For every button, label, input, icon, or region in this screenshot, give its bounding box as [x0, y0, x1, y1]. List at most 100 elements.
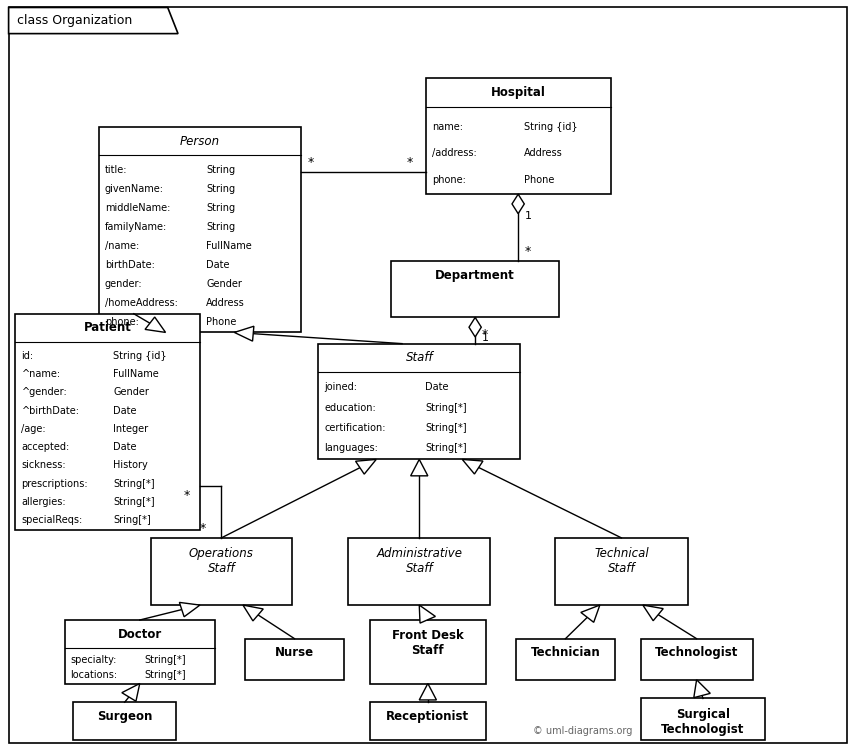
Text: FullName: FullName: [206, 241, 252, 251]
FancyBboxPatch shape: [245, 639, 344, 680]
Text: Surgeon: Surgeon: [97, 710, 152, 723]
Polygon shape: [9, 7, 178, 34]
Text: *: *: [525, 246, 531, 258]
Text: name:: name:: [432, 122, 463, 131]
FancyBboxPatch shape: [370, 620, 486, 684]
Text: ^name:: ^name:: [22, 369, 60, 379]
Text: Technical
Staff: Technical Staff: [594, 547, 648, 575]
Text: birthDate:: birthDate:: [105, 260, 155, 270]
Polygon shape: [463, 459, 483, 474]
Text: sickness:: sickness:: [22, 460, 66, 471]
Text: certification:: certification:: [324, 423, 386, 433]
Text: Nurse: Nurse: [275, 646, 314, 660]
FancyBboxPatch shape: [391, 261, 559, 317]
FancyBboxPatch shape: [150, 538, 292, 605]
Text: accepted:: accepted:: [22, 442, 70, 452]
Text: id:: id:: [22, 351, 34, 361]
Text: Gender: Gender: [206, 279, 242, 289]
Text: ^gender:: ^gender:: [22, 388, 67, 397]
Text: String: String: [206, 164, 235, 175]
Text: gender:: gender:: [105, 279, 143, 289]
Text: Front Desk
Staff: Front Desk Staff: [392, 629, 464, 657]
Text: *: *: [308, 156, 314, 169]
Text: String: String: [206, 222, 235, 232]
Text: specialty:: specialty:: [71, 655, 117, 665]
Text: /address:: /address:: [432, 148, 476, 158]
Text: String: String: [206, 202, 235, 213]
Text: Gender: Gender: [114, 388, 150, 397]
FancyBboxPatch shape: [641, 639, 752, 680]
Text: givenName:: givenName:: [105, 184, 164, 193]
Text: phone:: phone:: [432, 175, 465, 185]
Text: Integer: Integer: [114, 424, 149, 434]
Polygon shape: [469, 317, 482, 337]
FancyBboxPatch shape: [516, 639, 615, 680]
Text: joined:: joined:: [324, 382, 357, 392]
Text: Department: Department: [435, 269, 515, 282]
Text: Sring[*]: Sring[*]: [114, 515, 151, 525]
Polygon shape: [234, 326, 254, 341]
Text: specialReqs:: specialReqs:: [22, 515, 83, 525]
FancyBboxPatch shape: [555, 538, 688, 605]
Polygon shape: [643, 605, 663, 621]
Text: middleName:: middleName:: [105, 202, 170, 213]
Text: Phone: Phone: [524, 175, 554, 185]
Polygon shape: [122, 684, 139, 701]
Text: Surgical
Technologist: Surgical Technologist: [661, 707, 745, 736]
Text: Doctor: Doctor: [118, 627, 162, 641]
Text: 1: 1: [525, 211, 532, 221]
Text: *: *: [183, 489, 189, 502]
Text: String[*]: String[*]: [426, 443, 467, 453]
FancyBboxPatch shape: [73, 702, 176, 740]
Text: /age:: /age:: [22, 424, 46, 434]
FancyBboxPatch shape: [99, 127, 301, 332]
Text: Date: Date: [426, 382, 449, 392]
Polygon shape: [145, 317, 165, 332]
Text: Hospital: Hospital: [491, 86, 545, 99]
Polygon shape: [243, 605, 263, 621]
Text: Staff: Staff: [405, 351, 433, 365]
Text: /name:: /name:: [105, 241, 139, 251]
FancyBboxPatch shape: [370, 702, 486, 740]
Text: ^birthDate:: ^birthDate:: [22, 406, 79, 415]
Text: Technologist: Technologist: [655, 646, 738, 660]
FancyBboxPatch shape: [641, 698, 765, 740]
Polygon shape: [411, 459, 428, 476]
Polygon shape: [420, 684, 436, 700]
Text: String[*]: String[*]: [426, 423, 467, 433]
Polygon shape: [180, 602, 200, 617]
Text: Date: Date: [206, 260, 230, 270]
Text: String[*]: String[*]: [426, 403, 467, 412]
Text: class Organization: class Organization: [17, 14, 132, 27]
Text: String[*]: String[*]: [144, 670, 186, 680]
Text: © uml-diagrams.org: © uml-diagrams.org: [533, 725, 633, 736]
Text: /homeAddress:: /homeAddress:: [105, 298, 178, 308]
Text: allergies:: allergies:: [22, 497, 66, 507]
Text: FullName: FullName: [114, 369, 159, 379]
Text: String[*]: String[*]: [144, 655, 186, 665]
Text: Date: Date: [114, 406, 137, 415]
Text: History: History: [114, 460, 148, 471]
Polygon shape: [355, 459, 377, 474]
Text: Address: Address: [206, 298, 245, 308]
FancyBboxPatch shape: [15, 314, 200, 530]
Text: phone:: phone:: [105, 317, 138, 327]
Text: Address: Address: [524, 148, 562, 158]
Text: String {id}: String {id}: [114, 351, 167, 361]
Text: Patient: Patient: [84, 321, 132, 335]
Text: Technician: Technician: [531, 646, 600, 660]
Text: Phone: Phone: [206, 317, 237, 327]
Text: title:: title:: [105, 164, 127, 175]
Text: Operations
Staff: Operations Staff: [189, 547, 254, 575]
FancyBboxPatch shape: [426, 78, 611, 194]
Text: locations:: locations:: [71, 670, 118, 680]
FancyBboxPatch shape: [318, 344, 520, 459]
Text: *: *: [482, 328, 488, 341]
Text: String: String: [206, 184, 235, 193]
Polygon shape: [580, 605, 600, 622]
Text: String[*]: String[*]: [114, 479, 155, 489]
Text: Receptionist: Receptionist: [386, 710, 470, 723]
Text: education:: education:: [324, 403, 376, 412]
Polygon shape: [420, 605, 435, 623]
Text: Date: Date: [114, 442, 137, 452]
